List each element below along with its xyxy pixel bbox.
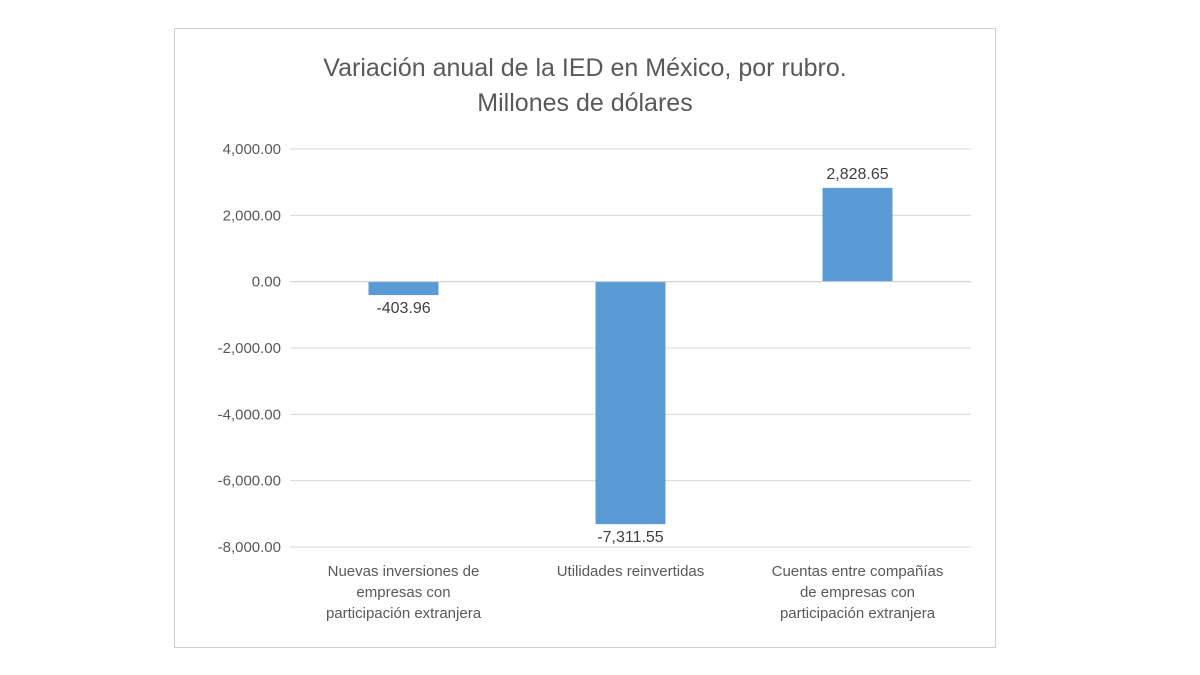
y-tick-label: 0.00	[252, 274, 281, 291]
category-label: Utilidades reinvertidas	[557, 563, 705, 580]
y-tick-label: 4,000.00	[223, 141, 281, 158]
bar	[822, 187, 893, 282]
chart-title-line-2: Millones de dólares	[477, 89, 693, 117]
y-tick-label: -4,000.00	[218, 406, 281, 423]
category-label: Nuevas inversiones de empresas con partici…	[326, 563, 482, 622]
data-label: -7,311.55	[597, 529, 664, 546]
chart-title-line-1: Variación anual de la IED en México, por…	[323, 54, 847, 82]
category-label: Cuentas entre compañías de empresas con pa…	[772, 563, 944, 622]
y-tick-label: 2,000.00	[223, 207, 281, 224]
data-label: 2,828.65	[826, 166, 888, 183]
y-tick-label: -2,000.00	[218, 340, 281, 357]
bar	[368, 281, 439, 296]
y-tick-label: -6,000.00	[218, 473, 281, 490]
data-label: -403.96	[376, 300, 430, 317]
chart-title: Variación anual de la IED en México, por…	[175, 51, 995, 121]
chart-frame: Variación anual de la IED en México, por…	[174, 28, 996, 648]
bar-chart: 4,000.00 2,000.00 0.00 -2,000.00 -4,000.00 -6…	[218, 141, 971, 622]
bar	[595, 281, 666, 525]
y-tick-label: -8,000.00	[218, 539, 281, 556]
